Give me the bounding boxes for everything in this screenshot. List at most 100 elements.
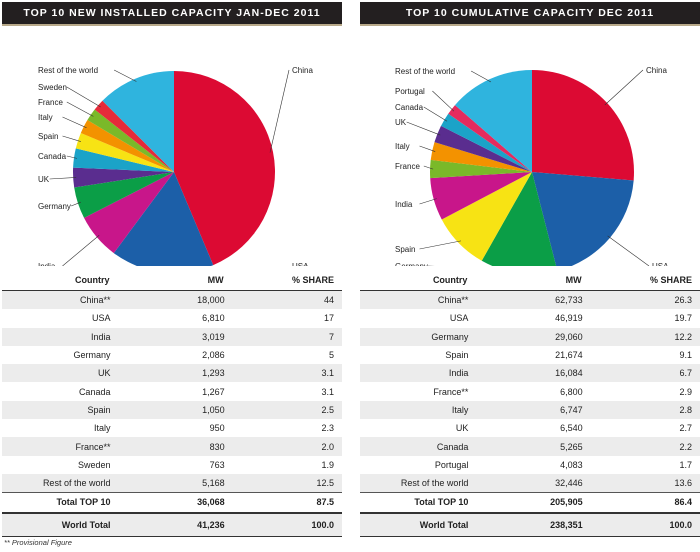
cell-share: 86.4 [582, 492, 700, 513]
leader-line [62, 235, 100, 266]
pie-slice-portugal [448, 105, 532, 172]
cell-share: 5 [328, 350, 334, 361]
cell-mw: 205,905 [468, 492, 583, 513]
leader-line [62, 116, 87, 129]
cell-country: UK [455, 423, 469, 434]
table-row: France** 6,800 2.9 [360, 382, 700, 400]
cell-country: Germany [360, 327, 469, 346]
cell-country: Rest of the world [360, 473, 469, 493]
cell-country: China** [2, 290, 111, 310]
leader-line [423, 106, 448, 122]
cell-country: World Total [2, 511, 111, 537]
cell-share: 2.8 [582, 400, 700, 420]
table-row: Italy 950 2.3 [2, 419, 342, 437]
pie-slice-canada [441, 113, 532, 172]
leader-line [419, 198, 437, 205]
table-row: China** 62,733 26.3 [360, 290, 700, 310]
pie-chart-cumulative: China USA Germany Spain India France Italy UK Ca… [395, 66, 669, 266]
leader-line [432, 90, 455, 112]
pie-slice-usa [113, 172, 214, 266]
slice-label: Sweden [38, 83, 67, 92]
cell-share: 3.1 [224, 364, 342, 383]
pie-slice-uk [73, 167, 174, 188]
cell-mw: 6,800 [560, 386, 583, 397]
cell-share: 19.7 [674, 313, 692, 324]
slice-label: Rest of the world [38, 66, 98, 75]
slice-label: UK [38, 175, 50, 184]
table-row: UK 6,540 2.7 [360, 419, 700, 437]
leader-line [470, 70, 492, 83]
table-row: Rest of the world 5,168 12.5 [2, 473, 342, 493]
leader-line [604, 69, 644, 106]
pie-slice-italy [80, 120, 174, 172]
table-row: Germany 29,060 12.2 [360, 327, 700, 346]
cell-mw: 16,084 [468, 364, 583, 383]
chart-title: TOP 10 NEW INSTALLED CAPACITY JAN-DEC 20… [2, 2, 342, 26]
slice-label: Canada [38, 152, 67, 161]
cell-mw: 21,674 [555, 350, 583, 361]
slice-label: USA [652, 262, 669, 266]
table-row: India 3,019 7 [2, 327, 342, 346]
cell-share: 2.0 [224, 437, 342, 456]
slice-label: Spain [38, 132, 58, 141]
cell-country: France** [2, 437, 111, 456]
slice-label: Rest of the world [395, 67, 455, 76]
slice-label: Italy [395, 142, 410, 151]
table-row: France** 830 2.0 [2, 437, 342, 456]
pie-slice-rest-of-the-world [455, 70, 532, 172]
cell-share: 13.6 [582, 473, 700, 493]
pie-slice-india [84, 172, 174, 254]
slice-label: USA [292, 262, 309, 266]
world-total-row: World Total 41,236 100.0 [2, 511, 342, 537]
leader-line [406, 121, 441, 136]
table-row: Germany 2,086 5 [2, 346, 342, 364]
slice-label: China [646, 66, 667, 75]
cell-country: India [2, 327, 111, 346]
cell-country: China** [360, 290, 469, 310]
total-top10-row: Total TOP 10 36,068 87.5 [2, 492, 342, 513]
pie-slice-china [174, 71, 275, 266]
pie-slice-france [430, 159, 532, 179]
cell-mw: 41,236 [110, 511, 225, 537]
column-header-mw: MW [110, 270, 225, 291]
cell-country: Italy [93, 423, 111, 434]
cell-country: India [360, 364, 469, 383]
leader-line [269, 69, 290, 153]
pie-slice-sweden [94, 100, 174, 172]
cell-share: 6.7 [582, 364, 700, 383]
table-row: Spain 21,674 9.1 [360, 346, 700, 364]
column-header-mw: MW [468, 270, 583, 291]
table-row: USA 46,919 19.7 [360, 309, 700, 327]
cell-mw: 5,168 [110, 473, 225, 493]
cell-share: 100.0 [582, 511, 700, 537]
slice-label: France [395, 162, 420, 171]
pie-slice-spain [441, 172, 532, 261]
cell-mw: 4,083 [560, 459, 583, 470]
pie-slice-rest-of-the-world [102, 71, 174, 172]
slice-label: Germany [38, 202, 71, 211]
cell-mw: 3,019 [110, 327, 225, 346]
leader-line [423, 165, 434, 170]
cell-share: 1.9 [321, 459, 334, 470]
column-header-share: % SHARE [224, 270, 342, 291]
world-total-row: World Total 238,351 100.0 [360, 511, 700, 537]
slice-label: Italy [38, 113, 53, 122]
column-header-country: Country [360, 270, 469, 291]
leader-line [70, 201, 81, 207]
table-row: Portugal 4,083 1.7 [360, 456, 700, 474]
cell-country: Total TOP 10 [2, 492, 111, 513]
cell-mw: 62,733 [468, 290, 583, 310]
leader-line [607, 235, 650, 266]
leader-line [49, 177, 77, 180]
cell-mw: 29,060 [468, 327, 583, 346]
cell-country: World Total [360, 511, 469, 537]
cell-country: Canada [78, 386, 111, 397]
pie-slice-italy [430, 142, 532, 172]
cumulative-table: Country MW % SHARE China** 62,733 26.3 USA 4… [360, 270, 700, 537]
cell-country: Spain [445, 350, 469, 361]
cell-country: France** [433, 386, 469, 397]
cell-mw: 830 [110, 437, 225, 456]
total-top10-row: Total TOP 10 205,905 86.4 [360, 492, 700, 513]
cell-share: 12.5 [224, 473, 342, 493]
cell-share: 12.2 [582, 327, 700, 346]
